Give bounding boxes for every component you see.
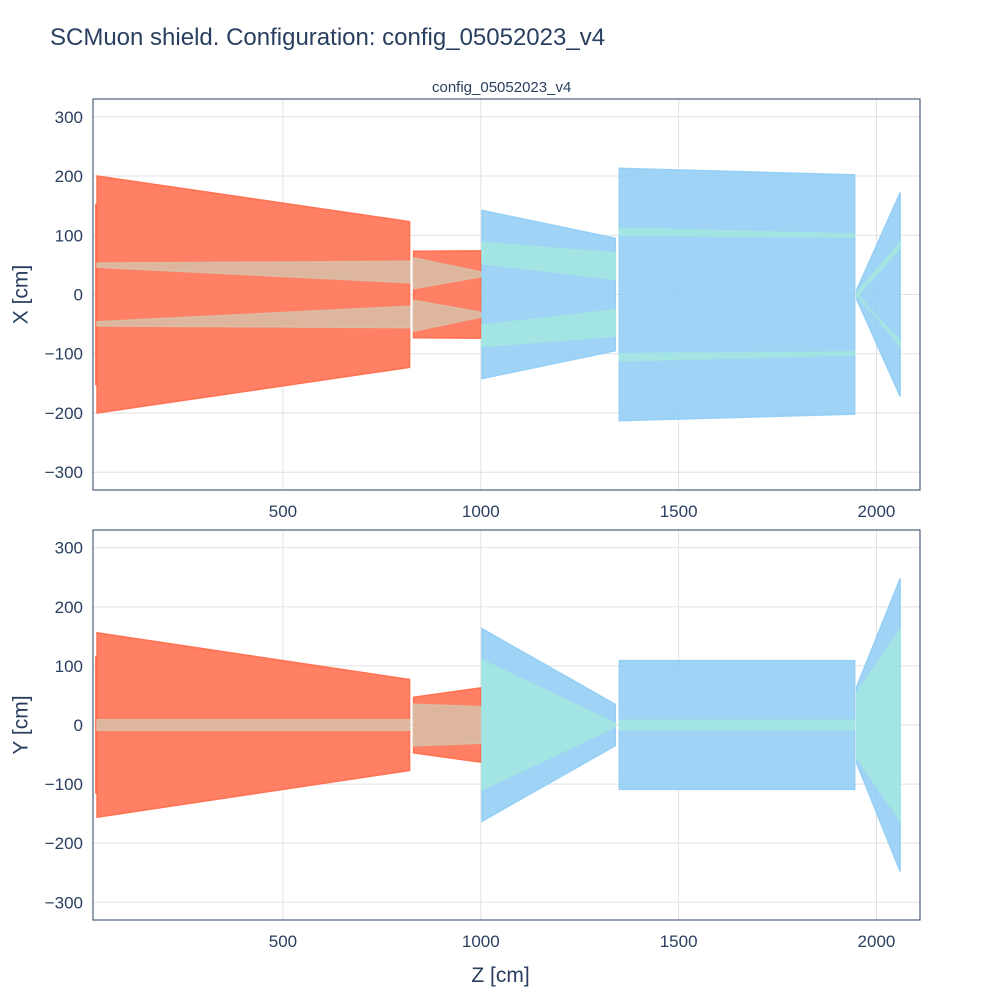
shape-inner-block-2 [618, 227, 856, 238]
shape-inner-block-2 [618, 351, 856, 362]
x-tick-label: 500 [269, 502, 297, 521]
y-tick-label: 200 [55, 167, 83, 186]
y-tick-label: 0 [74, 286, 83, 305]
plot-frame [92, 529, 921, 921]
shape-inner-block-1 [96, 260, 411, 284]
x-tick-label: 2000 [858, 502, 896, 521]
y-tick-label: −200 [45, 834, 83, 853]
shape-outer-block-2 [618, 167, 856, 422]
shape-inner-block-2 [481, 241, 617, 280]
shape-inner-block-2 [481, 309, 617, 348]
y-tick-label: 100 [55, 657, 83, 676]
x-tick-label: 1000 [462, 502, 500, 521]
y-tick-label: −200 [45, 404, 83, 423]
shape-inner-block-1 [96, 718, 411, 732]
shape-inner-block-1 [412, 299, 482, 333]
y-tick-label: −300 [45, 893, 83, 912]
shape-inner-block-2 [481, 658, 617, 792]
y-tick-label: −100 [45, 775, 83, 794]
shape-inner-block-1 [412, 703, 482, 747]
x-tick-label: 1500 [660, 932, 698, 951]
shape-outer-block-2 [855, 192, 901, 397]
y-tick-label: −300 [45, 463, 83, 482]
y-tick-label: 0 [74, 716, 83, 735]
shape-inner-block-2 [855, 290, 901, 349]
x-axis-title: Z [cm] [471, 964, 529, 987]
y-tick-label: −100 [45, 345, 83, 364]
x-tick-label: 1000 [462, 932, 500, 951]
shape-inner-block-1 [412, 256, 482, 290]
y-axis-title: X [cm] [9, 265, 32, 325]
plot-frame [92, 98, 921, 491]
shape-inner-block-2 [618, 719, 856, 731]
y-axis-title: Y [cm] [9, 695, 32, 754]
shape-inner-block-1 [96, 305, 411, 329]
page-title: SCMuon shield. Configuration: config_050… [50, 24, 606, 51]
x-tick-label: 2000 [858, 932, 896, 951]
y-tick-label: 300 [55, 108, 83, 127]
y-tick-label: 100 [55, 226, 83, 245]
shape-outer-block-2 [481, 209, 617, 380]
x-tick-label: 500 [269, 932, 297, 951]
x-tick-label: 1500 [660, 502, 698, 521]
y-tick-label: 200 [55, 598, 83, 617]
y-tick-label: 300 [55, 539, 83, 558]
shape-outer-block-1 [96, 175, 411, 414]
shape-inner-block-2 [855, 626, 901, 824]
subplot-title: config_05052023_v4 [432, 79, 572, 96]
